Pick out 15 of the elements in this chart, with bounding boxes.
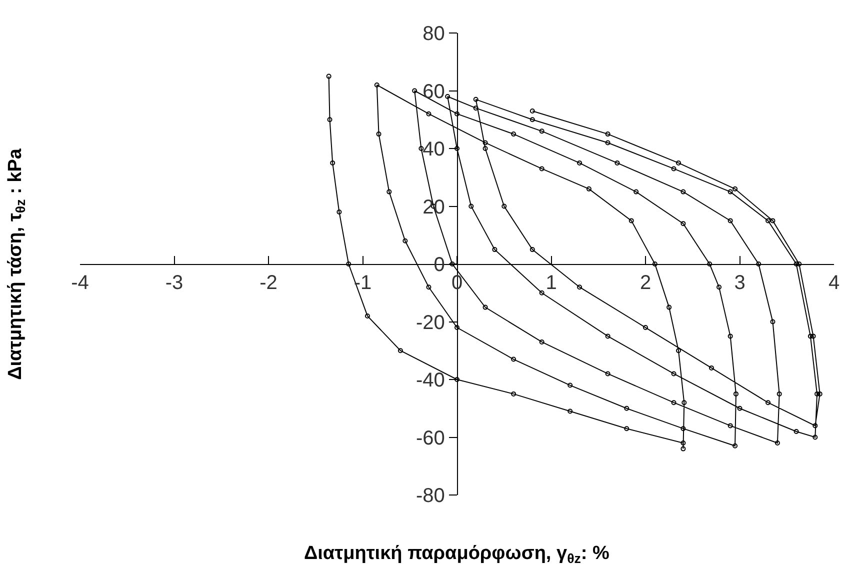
x-tick-label: 1	[546, 272, 557, 294]
y-tick-label: -60	[416, 427, 445, 450]
x-axis-title: Διατμητική παραμόρφωση, γ$_{θz}$: %	[304, 543, 610, 566]
x-tick-label: 2	[640, 272, 652, 294]
y-tick-label: -20	[416, 312, 445, 334]
x-tick-label: 4	[828, 272, 840, 294]
x-tick-label: -2	[260, 272, 278, 294]
y-tick-label: -80	[416, 485, 445, 507]
y-tick-label: 80	[422, 23, 445, 45]
y-tick-label: 40	[422, 138, 445, 160]
x-tick-label: -3	[165, 272, 184, 294]
y-tick-label: -40	[416, 370, 445, 392]
x-tick-label: -4	[71, 272, 89, 294]
x-tick-label: 3	[734, 272, 746, 294]
y-tick-label: 60	[422, 80, 445, 103]
